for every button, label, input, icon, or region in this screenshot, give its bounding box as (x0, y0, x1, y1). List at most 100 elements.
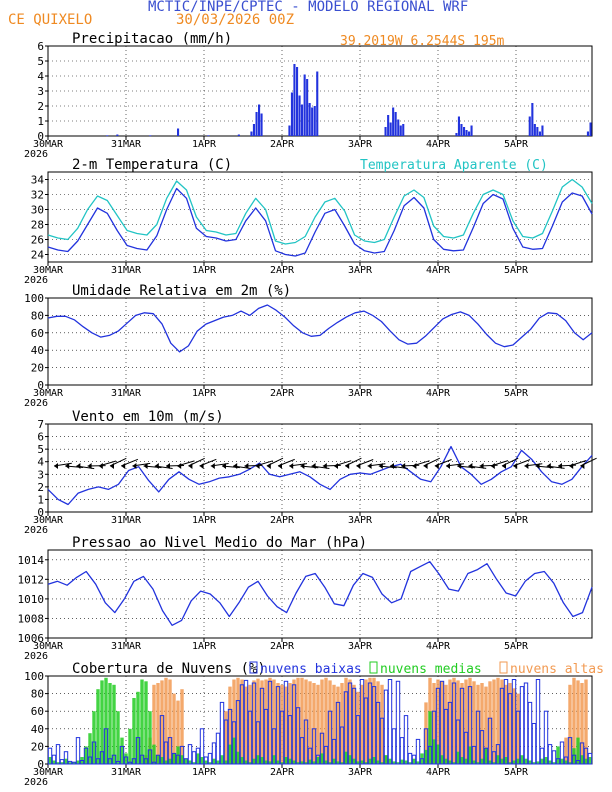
cloud-bar-mid (500, 758, 504, 764)
cloud-bar-mid (564, 760, 568, 764)
cloud-bar-low (475, 710, 481, 765)
cloud-bar-low (359, 679, 365, 765)
cloud-bar-high (484, 686, 488, 764)
cloud-bar-low (571, 754, 577, 765)
temp-xtick-label: 31MAR (111, 265, 142, 276)
rh-xtick-label: 31MAR (111, 388, 142, 399)
precip-xtick-label: 30MAR (33, 139, 64, 150)
cloud-bar-low (535, 679, 541, 765)
precip-bar (252, 124, 255, 136)
wind-ytick-label: 7 (37, 418, 44, 431)
cloud-bar-mid (144, 681, 148, 764)
precip-ytick-label: 3 (37, 85, 44, 98)
cloud-bar-low (555, 758, 561, 765)
precip-bar (258, 104, 261, 136)
cloud-bar-mid (372, 757, 376, 764)
cloud-bar-mid (200, 757, 204, 764)
cloud-bar-low (375, 701, 381, 765)
cloud-bar-mid (156, 755, 160, 764)
cloud-bar-low (567, 737, 573, 765)
cloud-bar-mid (344, 751, 348, 764)
cloud-bar-low (483, 747, 489, 765)
precip-bar (260, 113, 263, 136)
cloud-bar-low (427, 745, 433, 765)
wind-arrowhead (378, 463, 383, 469)
cloud-bar-high (328, 680, 332, 764)
cloud-bar-high (308, 681, 312, 764)
cloud-bar-low (531, 723, 537, 765)
cloud-bar-low (271, 728, 277, 765)
wind-arrowhead (132, 463, 137, 469)
cloud-bar-low (403, 715, 409, 765)
cloud-bar-mid (252, 758, 256, 764)
cloud-bar-low (363, 697, 369, 765)
clouds-ytick-label: 40 (31, 723, 44, 736)
wind-arrowhead (412, 463, 417, 469)
cloud-bar-high (180, 689, 184, 764)
cloud-bar-low (79, 760, 85, 765)
cloud-bar-mid (576, 737, 580, 764)
cloud-bar-low (55, 744, 61, 765)
cloud-bar-high (276, 683, 280, 764)
cloud-bar-high (380, 684, 384, 764)
cloud-bar-mid (160, 757, 164, 764)
wind-arrowhead (356, 463, 361, 469)
precip-bar (313, 106, 316, 136)
cloud-bar-mid (540, 758, 544, 764)
rh-ytick-label: 60 (31, 327, 44, 340)
cloud-bar-low (151, 761, 157, 765)
cloud-bar-mid (436, 744, 440, 764)
cloud-bar-low (491, 751, 497, 765)
cloud-bar-mid (304, 762, 308, 764)
clouds-ytick-label: 100 (24, 670, 44, 683)
wind-arrowhead (535, 463, 540, 469)
pres-xtick-label: 2APR (270, 641, 295, 652)
clouds-xtick-label: 4APR (426, 767, 451, 778)
cloud-bar-high (492, 679, 496, 764)
wind-arrowhead (76, 463, 81, 469)
cloud-bar-low (459, 687, 465, 765)
cloud-bar-mid (204, 760, 208, 764)
wind-ytick-label: 6 (37, 431, 44, 444)
cloud-bar-low (551, 750, 557, 765)
precip-bar (308, 103, 311, 136)
cloud-bar-mid (84, 746, 88, 764)
cloud-bar-high (168, 679, 172, 764)
wind-arrowhead (166, 463, 170, 469)
wind-arrowhead (188, 463, 193, 469)
cloud-bar-mid (56, 762, 60, 764)
cloud-bar-mid (368, 758, 372, 764)
rh-xtick-label: 5APR (504, 388, 529, 399)
cloud-bar-low (335, 701, 341, 765)
cloud-bar-mid (268, 761, 272, 764)
temp-xtick-label: 30MAR (33, 265, 64, 276)
cloud-bar-high (224, 711, 228, 764)
wind-arrowhead (289, 463, 294, 469)
temp-frame (47, 171, 593, 263)
cloud-bar-high (576, 680, 580, 764)
rh-panel: 0 20 40 60 80 100 30MAR 31MAR 1APR 2APR 3APR 4APR 5A… (24, 283, 593, 409)
cloud-bar-mid (408, 762, 412, 764)
precip-bar (298, 95, 301, 136)
cloud-bar-low (315, 754, 321, 765)
precip-panel: 0 1 2 3 4 5 6 30MAR 31MAR 1APR 2APR 3APR 4APR 5APR 202… (24, 31, 593, 160)
wind-line (47, 445, 593, 506)
wind-ytick-label: 3 (37, 468, 44, 481)
temp-ytick-label: 30 (31, 204, 44, 217)
cloud-bar-low (371, 686, 377, 765)
pres-panel: 1006 1008 1010 1012 1014 30MAR 31MAR 1APR 2APR 3A… (18, 535, 593, 662)
cloud-bar-low (515, 710, 521, 765)
cloud-bar-high (496, 677, 500, 764)
cloud-bar-low (279, 710, 285, 765)
precip-xtick-label: 5APR (504, 139, 529, 150)
temp-line (47, 187, 593, 257)
cloud-bar-low (399, 737, 405, 765)
precip-bar (306, 79, 309, 136)
cloud-bar-mid (256, 755, 260, 764)
temp-xtick-label: 4APR (426, 265, 451, 276)
cloud-bar-low (503, 679, 509, 765)
cloud-bar-high (324, 677, 328, 764)
cloud-bar-mid (352, 758, 356, 764)
cloud-bar-low (339, 726, 345, 765)
cloud-bar-high (360, 684, 364, 764)
